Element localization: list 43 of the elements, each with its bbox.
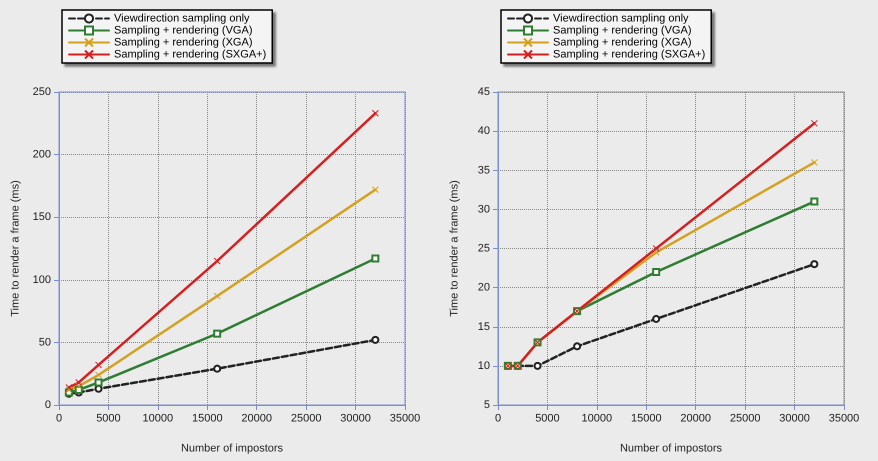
y-tick-label: 150 — [32, 211, 51, 224]
y-tick-label: 50 — [38, 336, 51, 348]
x-tick-label: 25000 — [730, 412, 760, 424]
x-tick-label: 30000 — [779, 412, 810, 424]
x-tick-label: 15000 — [192, 412, 223, 424]
y-tick-label: 0 — [44, 399, 51, 411]
legend-label: Sampling + rendering (SXGA+) — [553, 48, 706, 60]
x-tick-label: 25000 — [290, 412, 322, 424]
y-tick-label: 40 — [478, 125, 490, 138]
y-tick-label: 250 — [32, 86, 51, 98]
legend-label: Viewdirection sampling only — [553, 12, 690, 24]
legend-label: Sampling + rendering (XGA) — [114, 36, 252, 48]
legend-label: Sampling + rendering (XGA) — [553, 36, 692, 48]
x-tick-label: 0 — [56, 412, 62, 424]
y-tick-label: 20 — [478, 282, 490, 294]
y-tick-label: 200 — [32, 148, 51, 161]
y-axis-title: Time to render a frame (ms) — [10, 180, 22, 317]
x-tick-label: 5000 — [535, 412, 560, 424]
x-tick-label: 30000 — [340, 412, 371, 424]
y-axis-title: Time to render a frame (ms) — [448, 180, 460, 317]
y-tick-label: 45 — [478, 86, 490, 98]
y-tick-label: 30 — [478, 203, 490, 216]
y-tick-label: 100 — [32, 274, 51, 286]
legend-label: Sampling + rendering (VGA) — [114, 24, 252, 36]
x-tick-label: 20000 — [680, 412, 712, 424]
y-tick-label: 25 — [478, 242, 490, 254]
x-tick-label: 5000 — [96, 412, 121, 424]
x-tick-label: 10000 — [142, 412, 174, 424]
x-tick-label: 10000 — [582, 412, 612, 424]
x-tick-label: 0 — [494, 412, 502, 424]
y-tick-label: 10 — [478, 360, 490, 372]
y-tick-label: 5 — [484, 399, 490, 411]
x-tick-label: 35000 — [390, 412, 420, 424]
x-axis-title: Number of impostors — [180, 442, 284, 454]
legend-label: Sampling + rendering (SXGA+) — [114, 48, 266, 60]
x-tick-label: 20000 — [241, 412, 272, 424]
y-tick-label: 15 — [478, 320, 490, 333]
legend-label: Sampling + rendering (VGA) — [553, 24, 692, 36]
legend-label: Viewdirection sampling only — [114, 12, 250, 24]
x-tick-label: 35000 — [828, 412, 860, 424]
x-axis-title: Number of impostors — [620, 442, 723, 454]
y-tick-label: 35 — [478, 164, 490, 176]
x-tick-label: 15000 — [630, 412, 662, 424]
